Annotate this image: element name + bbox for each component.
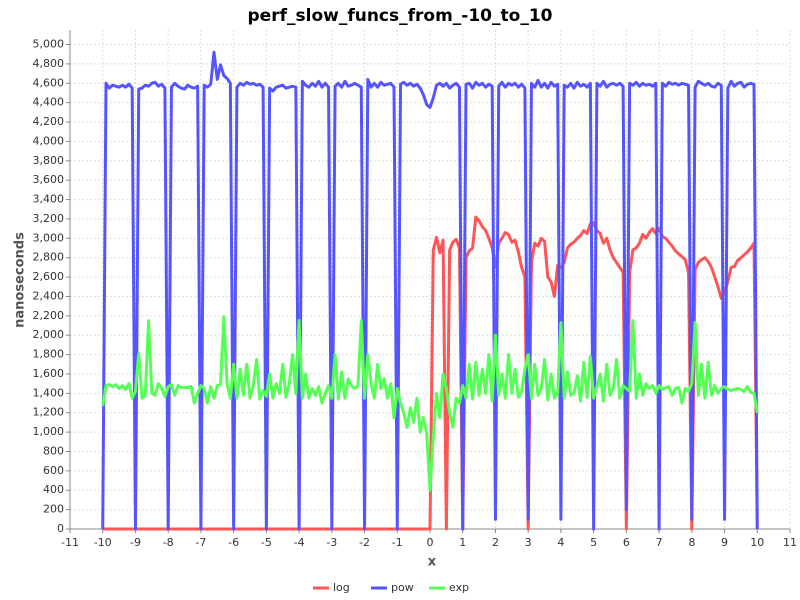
x-tick-label: -1 [392, 536, 403, 549]
y-tick-label: 2,800 [33, 251, 65, 264]
y-tick-label: 2,400 [33, 289, 65, 302]
x-tick-label: 0 [427, 536, 434, 549]
x-tick-label: 10 [750, 536, 764, 549]
y-tick-label: 4,200 [33, 115, 65, 128]
y-tick-label: 3,200 [33, 212, 65, 225]
series-line [101, 315, 759, 492]
x-tick-label: 4 [557, 536, 564, 549]
x-tick-label: -5 [261, 536, 272, 549]
x-tick-label: 2 [492, 536, 499, 549]
x-tick-label: -3 [326, 536, 337, 549]
x-tick-label: 9 [721, 536, 728, 549]
x-tick-label: -11 [61, 536, 79, 549]
y-tick-label: 800 [43, 444, 64, 457]
y-tick-label: 200 [43, 503, 64, 516]
y-tick-label: 2,000 [33, 328, 65, 341]
x-tick-label: -8 [163, 536, 174, 549]
chart-title: perf_slow_funcs_from_-10_to_10 [248, 6, 553, 26]
x-tick-label: -9 [130, 536, 141, 549]
y-tick-label: 1,200 [33, 406, 65, 419]
x-tick-label: -7 [195, 536, 206, 549]
y-tick-label: 5,000 [33, 38, 65, 51]
x-tick-label: 7 [656, 536, 663, 549]
y-tick-label: 4,600 [33, 76, 65, 89]
y-tick-label: 3,600 [33, 173, 65, 186]
legend-label: log [333, 581, 350, 594]
y-tick-label: 400 [43, 483, 64, 496]
legend-label: exp [449, 581, 469, 594]
x-tick-label: 11 [783, 536, 797, 549]
x-tick-label: 5 [590, 536, 597, 549]
x-axis-label: x [428, 555, 437, 570]
x-tick-label: -6 [228, 536, 239, 549]
x-tick-label: -10 [94, 536, 112, 549]
y-tick-label: 4,000 [33, 134, 65, 147]
y-tick-label: 0 [57, 522, 64, 535]
series-line [102, 215, 759, 531]
x-tick-label: -2 [359, 536, 370, 549]
y-tick-label: 2,200 [33, 309, 65, 322]
y-tick-label: 600 [43, 464, 64, 477]
y-tick-label: 4,400 [33, 96, 65, 109]
x-tick-label: 1 [459, 536, 466, 549]
x-tick-label: 8 [688, 536, 695, 549]
y-tick-label: 2,600 [33, 270, 65, 283]
x-tick-label: -4 [294, 536, 305, 549]
x-tick-label: 3 [525, 536, 532, 549]
y-tick-label: 3,800 [33, 154, 65, 167]
y-tick-label: 3,400 [33, 193, 65, 206]
y-tick-label: 1,600 [33, 367, 65, 380]
y-tick-label: 4,800 [33, 57, 65, 70]
y-tick-label: 1,800 [33, 348, 65, 361]
x-tick-label: 6 [623, 536, 630, 549]
y-tick-label: 3,000 [33, 231, 65, 244]
series-line [101, 50, 759, 531]
legend-label: pow [391, 581, 414, 594]
y-axis-label: nanoseconds [13, 232, 28, 328]
y-tick-label: 1,000 [33, 425, 65, 438]
y-tick-label: 1,400 [33, 386, 65, 399]
